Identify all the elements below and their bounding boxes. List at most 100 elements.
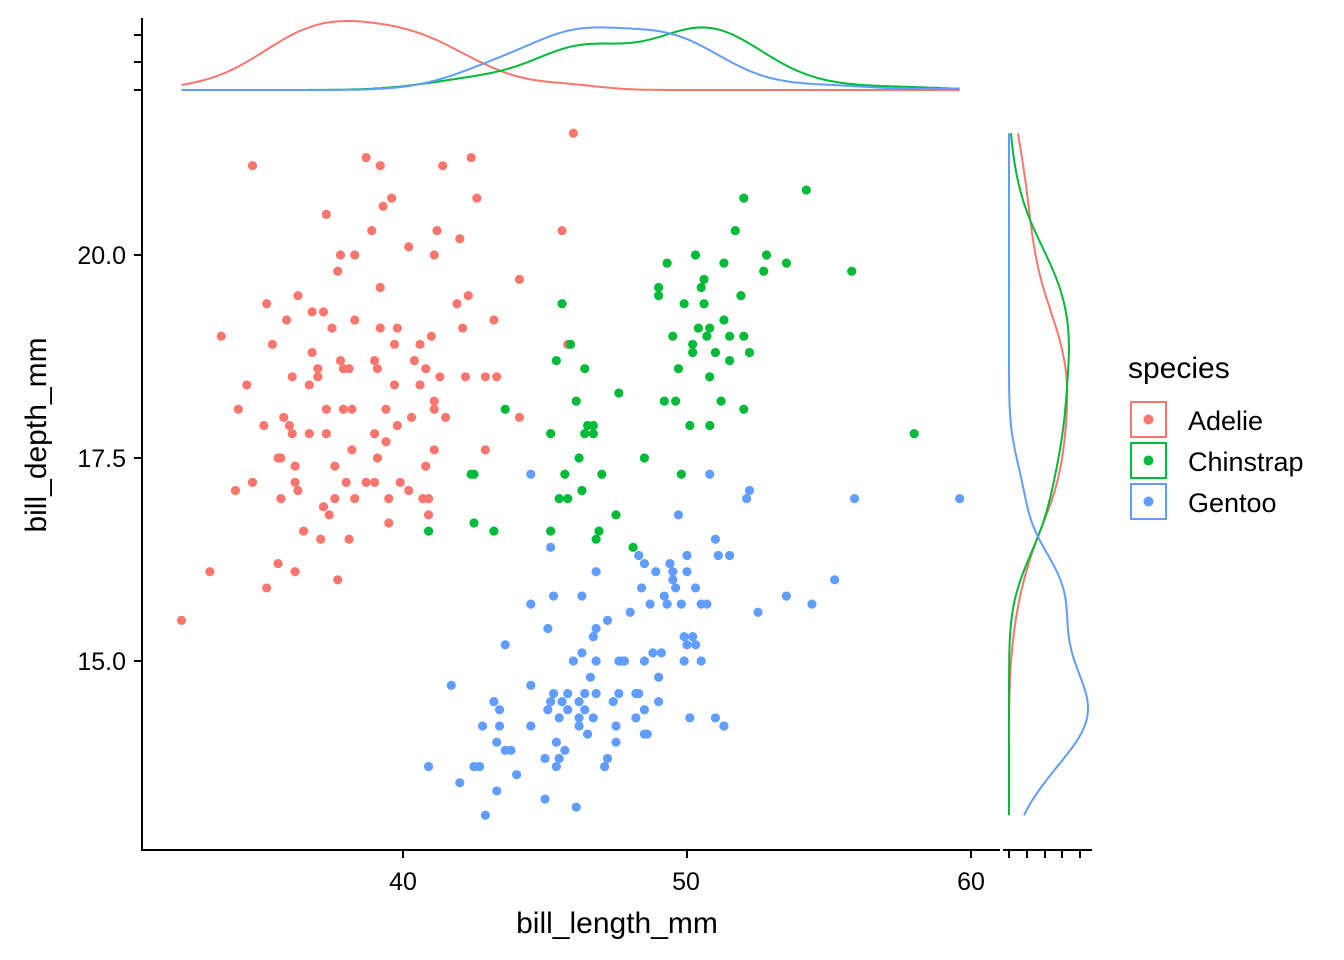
data-point-gentoo bbox=[710, 713, 721, 723]
data-point-adelie bbox=[458, 323, 468, 333]
data-point-gentoo bbox=[446, 680, 456, 690]
data-point-chinstrap bbox=[594, 526, 604, 536]
data-point-adelie bbox=[318, 502, 329, 512]
data-point-gentoo bbox=[710, 534, 721, 544]
data-point-gentoo bbox=[636, 583, 647, 593]
data-point-gentoo bbox=[682, 640, 692, 650]
data-point-gentoo bbox=[500, 640, 510, 650]
data-point-chinstrap bbox=[702, 331, 712, 341]
data-point-adelie bbox=[429, 396, 439, 406]
data-point-adelie bbox=[392, 420, 402, 431]
data-point-adelie bbox=[321, 404, 331, 414]
data-point-adelie bbox=[279, 412, 289, 422]
data-point-gentoo bbox=[526, 599, 536, 609]
data-point-adelie bbox=[415, 380, 425, 390]
legend-item-chinstrap: Chinstrap bbox=[1130, 442, 1304, 479]
legend-key-chinstrap bbox=[1130, 442, 1167, 479]
axes bbox=[134, 18, 1092, 858]
data-point-chinstrap bbox=[705, 372, 715, 382]
data-point-adelie bbox=[415, 339, 425, 349]
x-tick-label: 50 bbox=[672, 868, 700, 896]
data-point-gentoo bbox=[506, 745, 516, 755]
data-point-chinstrap bbox=[719, 258, 729, 268]
data-point-adelie bbox=[333, 575, 343, 585]
data-point-gentoo bbox=[713, 550, 723, 561]
data-point-chinstrap bbox=[577, 485, 587, 496]
data-point-adelie bbox=[304, 429, 314, 439]
data-point-gentoo bbox=[719, 721, 729, 731]
data-point-chinstrap bbox=[739, 404, 749, 414]
data-point-adelie bbox=[441, 412, 451, 422]
data-point-adelie bbox=[489, 315, 499, 325]
data-point-chinstrap bbox=[759, 266, 769, 276]
data-point-adelie bbox=[350, 315, 360, 325]
data-point-chinstrap bbox=[725, 331, 735, 341]
data-point-chinstrap bbox=[563, 494, 573, 504]
data-point-chinstrap bbox=[551, 355, 561, 366]
data-point-gentoo bbox=[654, 697, 664, 707]
data-point-adelie bbox=[176, 615, 187, 626]
data-point-adelie bbox=[423, 494, 434, 504]
legend-key-gentoo bbox=[1130, 483, 1167, 520]
data-point-gentoo bbox=[540, 753, 550, 764]
data-point-adelie bbox=[327, 323, 337, 333]
data-point-gentoo bbox=[690, 583, 701, 593]
legend-point-chinstrap bbox=[1143, 455, 1154, 466]
data-point-gentoo bbox=[648, 648, 658, 658]
data-point-adelie bbox=[321, 209, 331, 219]
data-point-adelie bbox=[344, 364, 354, 374]
data-point-adelie bbox=[370, 477, 380, 487]
data-point-gentoo bbox=[955, 494, 965, 504]
data-point-gentoo bbox=[543, 705, 553, 715]
data-point-adelie bbox=[341, 477, 351, 487]
data-point-adelie bbox=[324, 510, 334, 520]
data-point-gentoo bbox=[480, 810, 490, 820]
data-point-chinstrap bbox=[716, 396, 726, 406]
data-point-gentoo bbox=[742, 494, 752, 504]
data-point-gentoo bbox=[563, 688, 573, 699]
data-point-gentoo bbox=[574, 697, 584, 707]
data-point-gentoo bbox=[492, 786, 502, 796]
data-point-adelie bbox=[318, 307, 329, 317]
data-point-chinstrap bbox=[730, 226, 740, 236]
data-point-adelie bbox=[435, 372, 445, 382]
data-point-gentoo bbox=[702, 599, 712, 609]
data-point-gentoo bbox=[583, 729, 593, 739]
data-point-adelie bbox=[370, 355, 380, 366]
data-point-gentoo bbox=[563, 705, 573, 715]
data-point-chinstrap bbox=[557, 299, 567, 309]
data-point-adelie bbox=[381, 437, 391, 447]
data-point-adelie bbox=[480, 445, 490, 455]
data-point-chinstrap bbox=[736, 291, 746, 301]
x-axis-title: bill_length_mm bbox=[516, 907, 718, 940]
data-point-adelie bbox=[293, 485, 303, 496]
data-point-adelie bbox=[205, 567, 215, 577]
data-point-gentoo bbox=[489, 697, 499, 707]
data-point-chinstrap bbox=[781, 258, 792, 268]
data-point-gentoo bbox=[540, 794, 550, 804]
data-point-adelie bbox=[287, 372, 297, 382]
data-point-adelie bbox=[316, 534, 326, 544]
data-point-adelie bbox=[404, 485, 414, 496]
data-point-gentoo bbox=[682, 550, 692, 561]
data-point-gentoo bbox=[526, 469, 536, 479]
data-point-gentoo bbox=[546, 697, 556, 707]
data-point-adelie bbox=[472, 193, 482, 203]
y-tick-label: 20.0 bbox=[77, 242, 126, 270]
data-point-adelie bbox=[338, 404, 348, 414]
legend-key-adelie bbox=[1130, 401, 1167, 438]
data-point-adelie bbox=[466, 152, 476, 163]
data-point-adelie bbox=[480, 372, 490, 382]
data-point-adelie bbox=[216, 331, 226, 341]
data-point-chinstrap bbox=[554, 494, 564, 504]
data-point-gentoo bbox=[546, 542, 556, 552]
data-point-chinstrap bbox=[719, 315, 729, 325]
data-point-chinstrap bbox=[801, 185, 811, 195]
data-point-gentoo bbox=[625, 607, 635, 617]
data-point-chinstrap bbox=[705, 420, 715, 431]
data-point-adelie bbox=[307, 307, 317, 317]
data-point-adelie bbox=[333, 266, 343, 276]
data-point-gentoo bbox=[679, 656, 689, 666]
data-point-chinstrap bbox=[739, 331, 749, 341]
